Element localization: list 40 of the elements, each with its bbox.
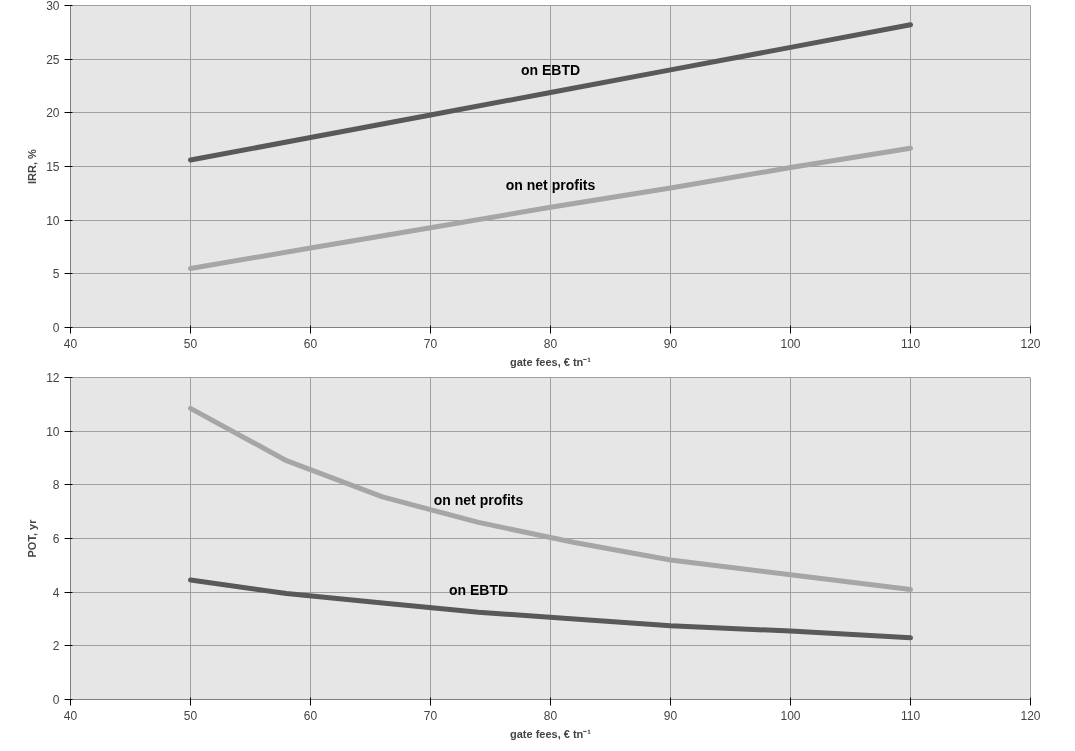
- x-tick-label: 50: [183, 336, 198, 351]
- series-label: on EBTD: [448, 582, 509, 599]
- x-tick-label: 110: [900, 708, 921, 723]
- x-tick-label: 70: [423, 708, 438, 723]
- y-tick-label: 2: [52, 639, 60, 654]
- x-tick-label: 100: [780, 708, 801, 723]
- x-tick-label: 50: [183, 708, 198, 723]
- y-tick-label: 30: [46, 0, 60, 13]
- y-axis-title: IRR, %: [26, 148, 39, 184]
- x-tick-label: 40: [63, 708, 78, 723]
- x-tick-label: 80: [543, 708, 558, 723]
- x-axis-title: gate fees, € tn⁻¹: [509, 727, 592, 740]
- y-tick-label: 6: [52, 532, 60, 546]
- x-axis-title: gate fees, € tn⁻¹: [509, 355, 592, 368]
- y-tick-label: 10: [46, 213, 60, 228]
- y-tick-label: 5: [52, 267, 60, 282]
- x-tick-label: 120: [1020, 336, 1041, 351]
- x-tick-label: 60: [303, 708, 318, 723]
- y-tick-label: 12: [46, 371, 60, 385]
- y-tick-label: 4: [52, 585, 60, 600]
- y-tick-label: 20: [46, 106, 60, 121]
- y-tick-label: 10: [46, 424, 60, 439]
- y-tick-label: 15: [46, 160, 60, 174]
- x-tick-label: 120: [1020, 708, 1041, 723]
- x-tick-label: 70: [423, 336, 438, 351]
- x-tick-label: 90: [663, 708, 678, 723]
- x-tick-label: 110: [900, 336, 921, 351]
- y-tick-label: 0: [52, 321, 60, 335]
- y-tick-label: 0: [52, 693, 60, 707]
- y-tick-label: 25: [46, 52, 60, 67]
- series-label: on net profits: [505, 177, 596, 194]
- series-label: on EBTD: [520, 62, 581, 79]
- x-tick-label: 60: [303, 336, 318, 351]
- x-tick-label: 40: [63, 336, 78, 351]
- x-tick-label: 90: [663, 336, 678, 351]
- y-axis-title: POT, yr: [26, 518, 39, 558]
- x-tick-label: 80: [543, 336, 558, 351]
- series-label: on net profits: [433, 492, 524, 509]
- x-tick-label: 100: [780, 336, 801, 351]
- y-tick-label: 8: [52, 478, 60, 493]
